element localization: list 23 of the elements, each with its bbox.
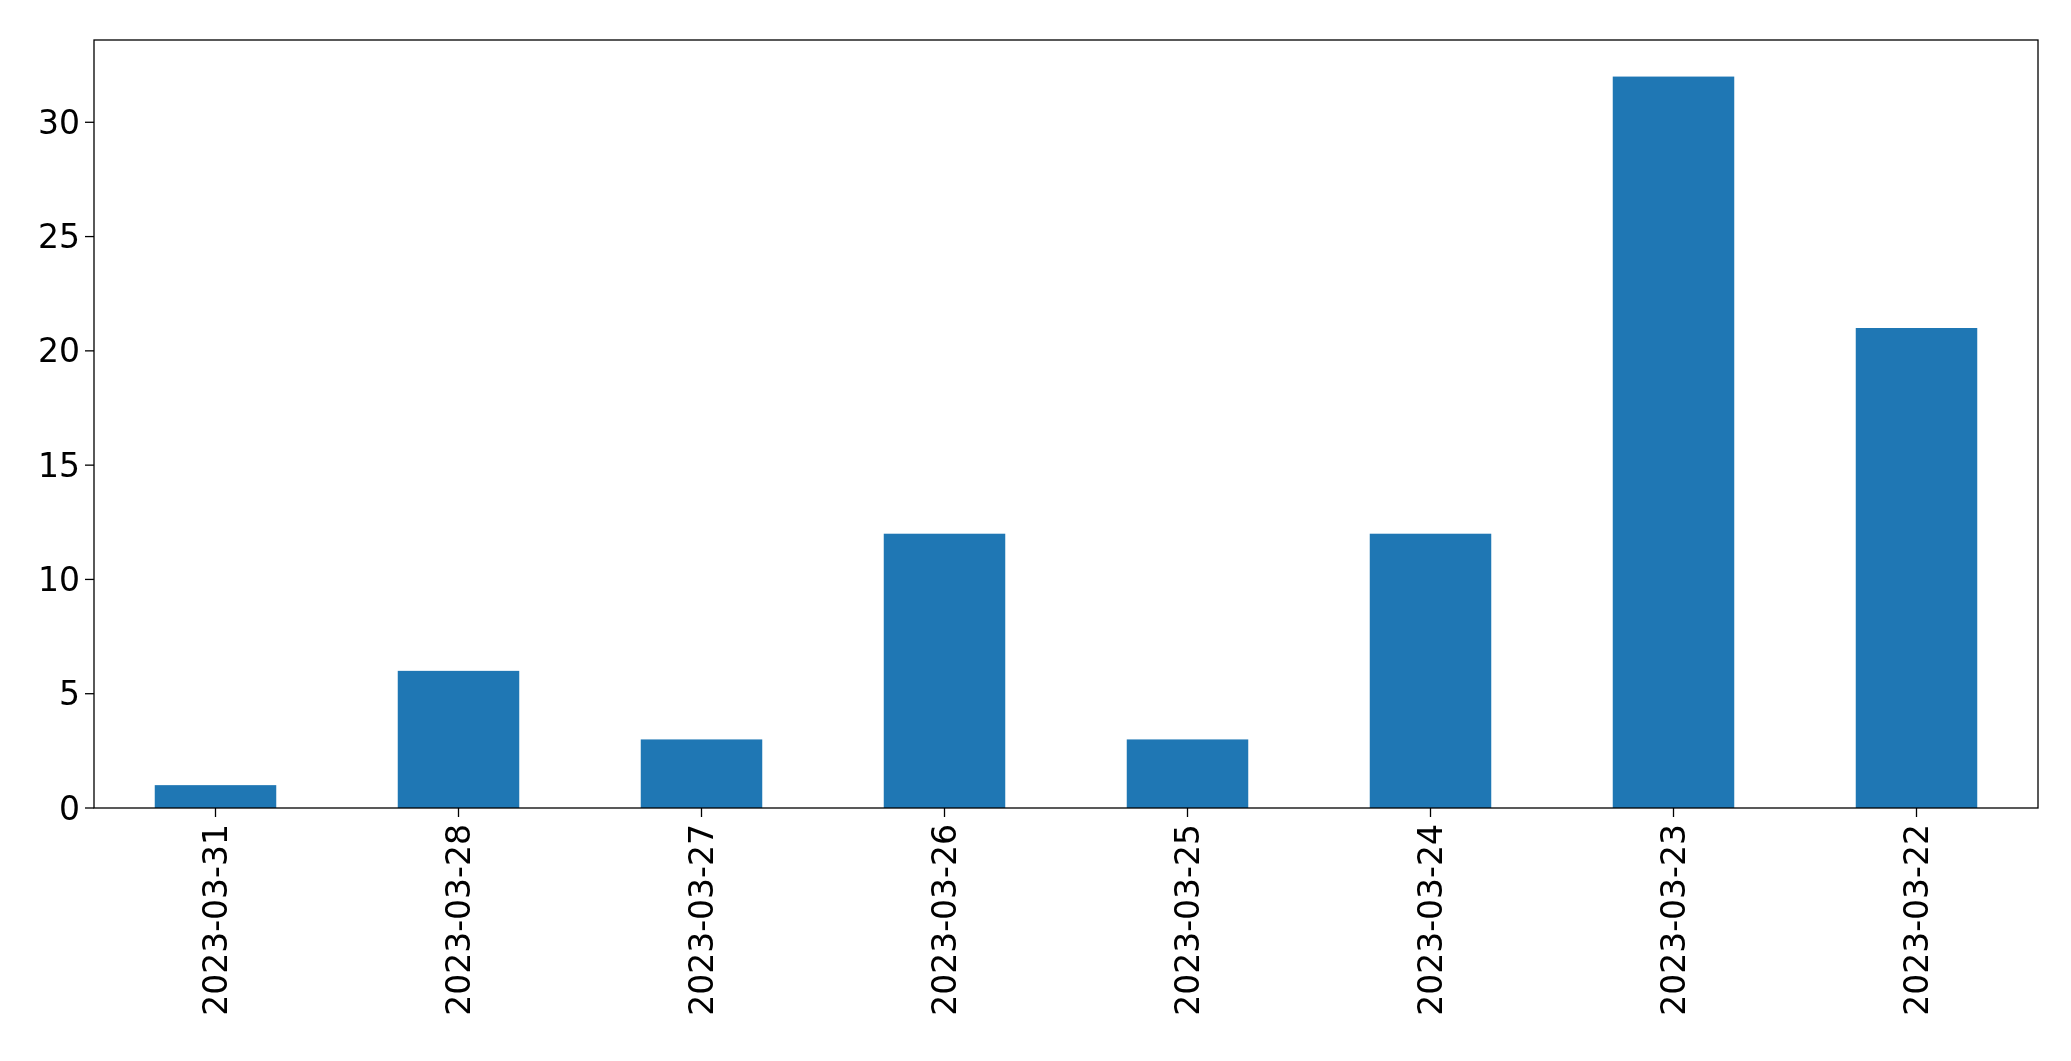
bar [1612,76,1735,808]
bar [1369,533,1492,808]
bar [883,533,1006,808]
bar [397,670,520,808]
x-tick-label: 2023-03-25 [1168,824,1208,1016]
y-tick-label: 15 [38,445,80,485]
y-tick-label: 30 [38,102,80,142]
bar [154,785,277,808]
x-tick-label: 2023-03-31 [196,824,236,1016]
x-tick-label: 2023-03-26 [925,824,965,1016]
x-tick-label: 2023-03-22 [1897,824,1937,1016]
x-tick-label: 2023-03-23 [1654,824,1694,1016]
bar [1855,328,1978,808]
y-tick-label: 10 [38,559,80,599]
y-tick-label: 5 [59,674,80,714]
y-tick-label: 0 [59,788,80,828]
bar [640,739,763,808]
y-tick-label: 20 [38,331,80,371]
x-tick-label: 2023-03-24 [1411,824,1451,1016]
y-tick-label: 25 [38,217,80,257]
x-tick-label: 2023-03-27 [682,824,722,1016]
bar [1126,739,1249,808]
x-tick-label: 2023-03-28 [439,824,479,1016]
